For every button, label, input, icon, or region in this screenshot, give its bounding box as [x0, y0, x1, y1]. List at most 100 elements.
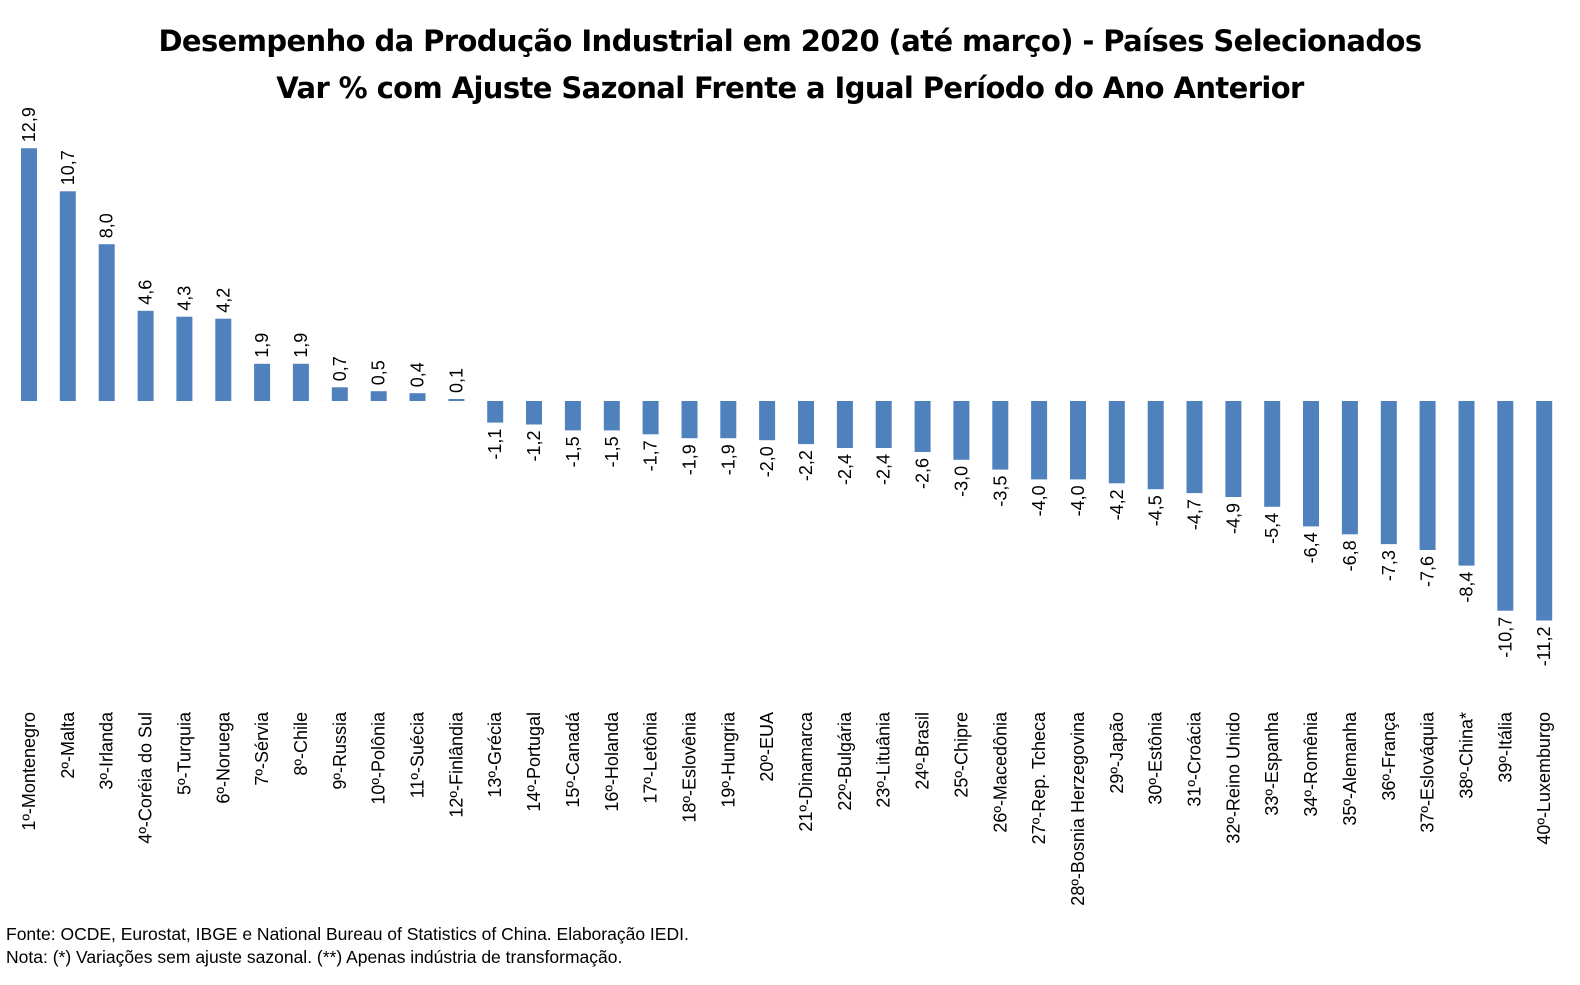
category-label: 35º-Alemanha: [1340, 711, 1360, 826]
bar-37: [1419, 401, 1436, 550]
value-label: -1,2: [524, 431, 544, 462]
category-label: 25º-Chipre: [951, 712, 971, 798]
bar-20: [759, 401, 776, 441]
category-label: 1º-Montenegro: [19, 712, 39, 831]
value-label: -10,7: [1495, 617, 1515, 658]
bar-12: [448, 399, 465, 401]
category-label: 2º-Malta: [58, 711, 78, 779]
bar-28: [1070, 401, 1086, 480]
category-label: 36º-França: [1379, 711, 1399, 801]
value-label: 1,9: [291, 333, 311, 358]
category-label: 18º-Eslovênia: [680, 711, 700, 823]
value-label: -7,6: [1418, 556, 1438, 587]
value-label: -1,1: [485, 429, 505, 460]
bar-15: [564, 401, 581, 431]
value-label: -1,9: [680, 444, 700, 475]
category-label: 16º-Holanda: [602, 711, 622, 812]
category-label: 6º-Noruega: [213, 711, 233, 804]
value-label: -1,5: [602, 436, 622, 467]
bar-14: [526, 401, 542, 425]
bar-19: [720, 401, 737, 439]
bar-10: [370, 391, 387, 401]
category-label: 14º-Portugal: [524, 712, 544, 812]
bar-4: [137, 310, 154, 401]
category-label: 11º-Suécia: [408, 711, 428, 798]
bars-group: [21, 148, 1553, 621]
category-label: 30º-Estônia: [1146, 711, 1166, 805]
value-label: -8,4: [1457, 572, 1477, 603]
bar-32: [1225, 401, 1242, 497]
bar-36: [1380, 401, 1397, 545]
methodology-note: Nota: (*) Variações sem ajuste sazonal. …: [6, 947, 623, 967]
chart-title-block: Desempenho da Produção Industrial em 202…: [0, 18, 1580, 112]
category-label: 40º-Luxemburgo: [1534, 712, 1554, 845]
source-note: Fonte: OCDE, Eurostat, IBGE e National B…: [6, 924, 689, 944]
value-label: -3,5: [990, 476, 1010, 507]
bar-2: [59, 191, 76, 401]
value-label: -4,5: [1146, 495, 1166, 526]
value-label: 0,7: [330, 356, 350, 381]
category-label: 34º-Romênia: [1301, 711, 1321, 817]
bar-8: [292, 363, 309, 401]
bar-1: [21, 148, 37, 401]
bar-25: [953, 401, 970, 460]
bar-39: [1497, 401, 1514, 611]
bar-29: [1108, 401, 1125, 484]
value-label: -6,4: [1301, 532, 1321, 563]
category-labels-group: 1º-Montenegro 2º-Malta 3º-Irlanda 4º-Coréia…: [19, 711, 1554, 906]
category-label: 37º-Eslováquia: [1418, 711, 1438, 833]
value-label: 8,0: [97, 213, 117, 238]
category-label: 10º-Polônia: [369, 711, 389, 805]
bar-chart: 12,9 10,7 8,0 4,6 4,3 4,2 1,9 1,9 0,7 0,5 0,4 0,1 -1…: [19, 107, 1554, 906]
category-label: 7º-Sérvia: [252, 711, 272, 786]
value-label: -4,7: [1185, 499, 1205, 530]
value-label: -1,5: [563, 436, 583, 467]
bar-6: [215, 318, 232, 401]
bar-35: [1341, 401, 1358, 535]
value-label: -2,4: [874, 454, 894, 485]
bar-26: [992, 401, 1009, 470]
value-label: -1,7: [641, 440, 661, 471]
category-label: 24º-Brasil: [913, 712, 933, 790]
value-label: -4,0: [1029, 485, 1049, 516]
category-label: 5º-Turquia: [174, 711, 194, 795]
category-label: 17º-Letônia: [641, 711, 661, 804]
bar-16: [603, 401, 620, 431]
value-labels-group: 12,9 10,7 8,0 4,6 4,3 4,2 1,9 1,9 0,7 0,5 0,4 0,1 -1…: [19, 107, 1554, 666]
bar-34: [1303, 401, 1319, 527]
value-label: -3,0: [951, 466, 971, 497]
category-label: 20º-EUA: [757, 712, 777, 782]
bar-30: [1147, 401, 1164, 490]
category-label: 21º-Dinamarca: [796, 711, 816, 832]
value-label: -6,8: [1340, 540, 1360, 571]
value-label: -11,2: [1534, 627, 1554, 667]
category-label: 9º-Russia: [330, 711, 350, 790]
category-label: 39º-Itália: [1495, 711, 1515, 783]
value-label: 12,9: [19, 107, 39, 142]
category-label: 27º-Rep. Tcheca: [1029, 711, 1049, 844]
category-label: 12º-Finlândia: [446, 711, 466, 818]
value-label: -7,3: [1379, 550, 1399, 581]
bar-5: [176, 316, 193, 401]
category-label: 4º-Coréia do Sul: [136, 712, 156, 844]
value-label: 4,3: [174, 286, 194, 311]
bar-7: [254, 363, 271, 401]
category-label: 31º-Croácia: [1185, 711, 1205, 807]
value-label: -4,0: [1068, 485, 1088, 516]
bar-18: [681, 401, 698, 439]
chart-title: Desempenho da Produção Industrial em 202…: [158, 24, 1422, 58]
bar-33: [1264, 401, 1281, 507]
category-label: 3º-Irlanda: [97, 711, 117, 790]
bar-31: [1186, 401, 1203, 494]
bar-27: [1031, 401, 1048, 480]
chart-subtitle: Var % com Ajuste Sazonal Frente a Igual …: [276, 71, 1304, 105]
value-label: 10,7: [58, 150, 78, 185]
bar-40: [1536, 401, 1553, 621]
bar-38: [1458, 401, 1475, 566]
value-label: -5,4: [1262, 513, 1282, 544]
category-label: 22º-Bulgária: [835, 711, 855, 811]
value-label: -2,4: [835, 454, 855, 485]
value-label: 0,5: [369, 360, 389, 385]
bar-17: [642, 401, 659, 435]
bar-3: [98, 244, 115, 401]
